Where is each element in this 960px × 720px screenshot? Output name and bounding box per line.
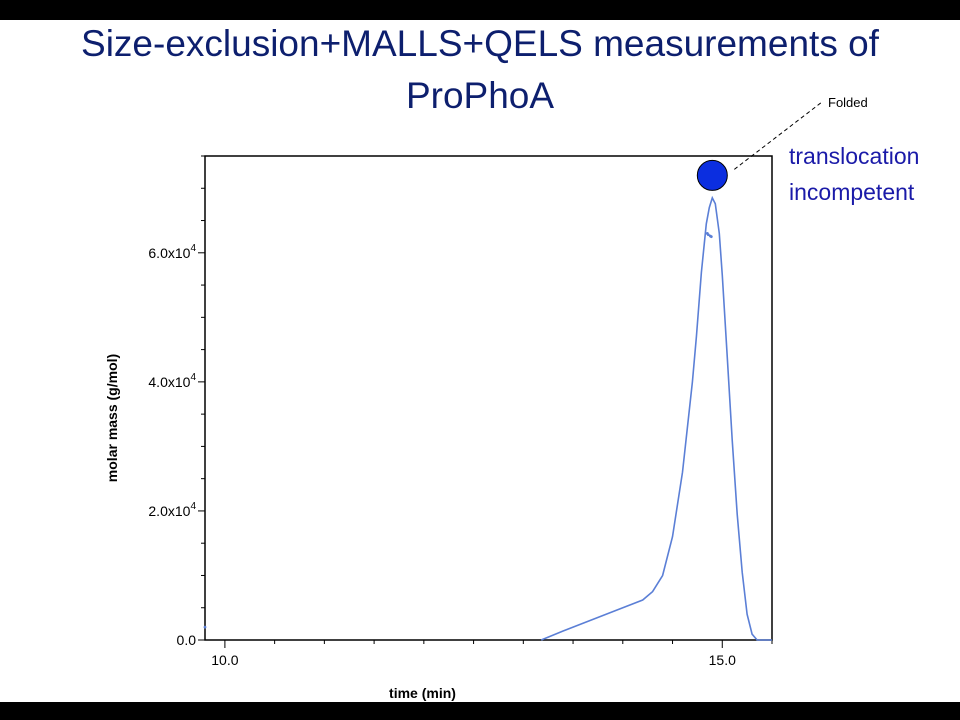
plot-frame	[204, 155, 773, 641]
x-tick-label: 10.0	[211, 652, 238, 668]
x-axis-label: time (min)	[389, 685, 456, 701]
y-tick-label: 0.0	[177, 632, 197, 648]
side-text-line1: translocation	[789, 143, 920, 169]
y-tick-label: 2.0x104	[148, 501, 196, 519]
scatter-point	[706, 233, 710, 237]
annotation-leader-line	[734, 101, 823, 170]
axis-tick-labels: 0.0 2.0x104 4.0x104 6.0x104 10.0 15.0	[148, 243, 736, 668]
side-text-line2: incompetent	[789, 179, 915, 205]
y-axis-label: molar mass (g/mol)	[104, 354, 120, 482]
scatter-point	[203, 625, 207, 629]
molar-mass-chart: 0.0 2.0x104 4.0x104 6.0x104 10.0 15.0 time (m…	[104, 95, 868, 701]
y-tick-label: 4.0x104	[148, 372, 196, 390]
x-tick-label: 15.0	[709, 652, 736, 668]
y-tick-label: 6.0x104	[148, 243, 196, 261]
slide-title-line1: Size-exclusion+MALLS+QELS measurements o…	[81, 23, 879, 64]
slide: Size-exclusion+MALLS+QELS measurements o…	[0, 20, 960, 702]
folded-marker	[696, 159, 728, 191]
slide-title-line2: ProPhoA	[405, 75, 555, 116]
series-line-0	[540, 195, 772, 641]
axis-ticks	[198, 155, 773, 648]
scatter-point	[709, 235, 713, 239]
series-group	[203, 195, 772, 641]
annotation-folded: Folded	[828, 95, 868, 110]
